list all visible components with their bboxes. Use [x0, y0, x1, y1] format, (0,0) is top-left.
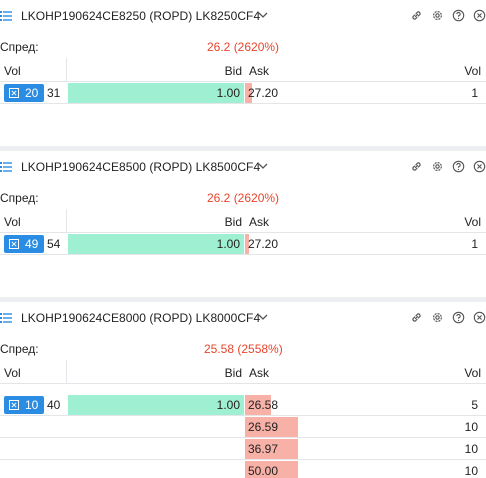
instrument-title[interactable]: LKOHP190624CE8250 (ROPD) LK8250CF4: [21, 9, 261, 23]
ask-price[interactable]: 27.20: [248, 237, 279, 251]
list-icon[interactable]: [0, 162, 12, 172]
ask-volume[interactable]: 10: [464, 464, 478, 478]
table-row[interactable]: 49 54 1.00 27.20 1: [0, 233, 486, 255]
table-row[interactable]: 20 31 1.00 27.20 1: [0, 82, 486, 104]
close-order-icon: [9, 400, 19, 410]
vol-left-header: Vol: [4, 366, 21, 380]
help-icon[interactable]: [452, 9, 465, 22]
bid-volume[interactable]: 54: [47, 237, 61, 251]
chevron-down-icon[interactable]: [258, 313, 268, 321]
column-divider: [66, 360, 67, 384]
ask-price[interactable]: 50.00: [248, 464, 279, 478]
table-row[interactable]: 10 40 1.00 26.58 5: [0, 394, 486, 416]
close-icon[interactable]: [473, 9, 486, 22]
orderbook-widget-3: LKOHP190624CE8000 (ROPD) LK8000CF4 Спред…: [0, 302, 486, 478]
bid-level-bar: [68, 83, 244, 103]
column-header: Vol Bid Ask Vol: [0, 209, 486, 233]
order-badge[interactable]: 49: [4, 235, 44, 253]
ask-level-bar: [245, 439, 298, 459]
bid-price[interactable]: 1.00: [216, 86, 240, 100]
ask-price[interactable]: 27.20: [248, 86, 279, 100]
orderbook-widget-2: LKOHP190624CE8500 (ROPD) LK8500CF4 Спред…: [0, 151, 486, 297]
close-icon[interactable]: [473, 311, 486, 324]
widget-header: LKOHP190624CE8250 (ROPD) LK8250CF4: [0, 0, 486, 30]
column-divider: [66, 209, 67, 233]
order-quantity: 10: [25, 398, 39, 412]
bid-level-bar: [68, 234, 244, 254]
spread-label: Спред:: [0, 40, 39, 54]
ask-level-bar: [245, 83, 252, 103]
help-icon[interactable]: [452, 160, 465, 173]
orderbook-widget-1: LKOHP190624CE8250 (ROPD) LK8250CF4 Спред…: [0, 0, 486, 146]
spread-label: Спред:: [0, 342, 39, 356]
order-badge[interactable]: 20: [4, 84, 44, 102]
ask-level-bar: [245, 461, 298, 478]
widget-separator: [0, 146, 486, 151]
ask-header: Ask: [249, 64, 270, 78]
spread-value: 26.2 (2620%): [207, 191, 280, 205]
ask-header: Ask: [249, 215, 270, 229]
table-row[interactable]: 36.97 10: [0, 438, 486, 460]
bid-volume[interactable]: 40: [47, 398, 61, 412]
vol-left-header: Vol: [4, 64, 21, 78]
column-header: Vol Bid Ask Vol: [0, 58, 486, 82]
help-icon[interactable]: [452, 311, 465, 324]
vol-right-header: Vol: [464, 366, 481, 380]
ask-level-bar: [245, 234, 249, 254]
ask-level-bar: [245, 395, 271, 415]
link-icon[interactable]: [410, 311, 423, 324]
link-icon[interactable]: [410, 9, 423, 22]
ask-price[interactable]: 36.97: [248, 442, 279, 456]
bid-price[interactable]: 1.00: [216, 398, 240, 412]
instrument-title[interactable]: LKOHP190624CE8500 (ROPD) LK8500CF4: [21, 160, 261, 174]
widget-header: LKOHP190624CE8000 (ROPD) LK8000CF4: [0, 302, 486, 332]
gear-icon[interactable]: [431, 160, 444, 173]
spread-value: 25.58 (2558%): [204, 342, 283, 356]
bid-level-bar: [68, 395, 244, 415]
chevron-down-icon[interactable]: [258, 11, 268, 19]
vol-left-header: Vol: [4, 215, 21, 229]
ask-header: Ask: [249, 366, 270, 380]
order-quantity: 49: [25, 237, 39, 251]
close-order-icon: [9, 88, 19, 98]
ask-volume[interactable]: 5: [471, 398, 478, 412]
bid-header: Bid: [224, 215, 242, 229]
order-badge[interactable]: 10: [4, 396, 44, 414]
close-order-icon: [9, 239, 19, 249]
column-header: Vol Bid Ask Vol: [0, 360, 486, 384]
list-icon[interactable]: [0, 313, 12, 323]
ask-level-bar: [245, 417, 298, 437]
table-row[interactable]: 26.59 10: [0, 416, 486, 438]
instrument-title[interactable]: LKOHP190624CE8000 (ROPD) LK8000CF4: [21, 311, 261, 325]
vol-right-header: Vol: [464, 215, 481, 229]
gear-icon[interactable]: [431, 311, 444, 324]
spread-value: 26.2 (2620%): [207, 40, 280, 54]
ask-price[interactable]: 26.59: [248, 420, 279, 434]
vol-right-header: Vol: [464, 64, 481, 78]
column-divider: [66, 58, 67, 82]
ask-price[interactable]: 26.58: [248, 398, 279, 412]
bid-header: Bid: [224, 366, 242, 380]
close-icon[interactable]: [473, 160, 486, 173]
chevron-down-icon[interactable]: [258, 162, 268, 170]
order-quantity: 20: [25, 86, 39, 100]
ask-volume[interactable]: 10: [464, 420, 478, 434]
gear-icon[interactable]: [431, 9, 444, 22]
bid-price[interactable]: 1.00: [216, 237, 240, 251]
bid-volume[interactable]: 31: [47, 86, 61, 100]
ask-volume[interactable]: 1: [471, 237, 478, 251]
widget-separator: [0, 297, 486, 302]
spread-label: Спред:: [0, 191, 39, 205]
ask-volume[interactable]: 10: [464, 442, 478, 456]
link-icon[interactable]: [410, 160, 423, 173]
table-row[interactable]: 50.00 10: [0, 460, 486, 478]
list-icon[interactable]: [0, 11, 12, 21]
ask-volume[interactable]: 1: [471, 86, 478, 100]
widget-header: LKOHP190624CE8500 (ROPD) LK8500CF4: [0, 151, 486, 181]
bid-header: Bid: [224, 64, 242, 78]
